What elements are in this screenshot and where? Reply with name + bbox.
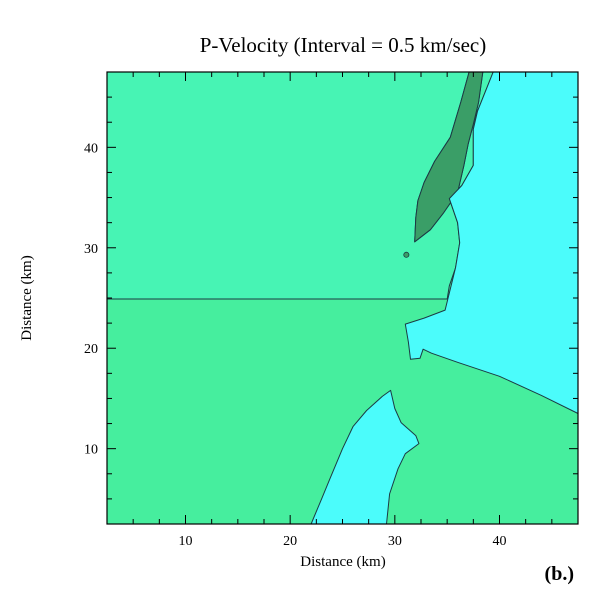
low-velocity-zone xyxy=(414,71,484,243)
velocity-specks xyxy=(403,251,410,258)
x-axis-label: Distance (km) xyxy=(300,554,385,570)
panel-label: (b.) xyxy=(545,563,574,585)
chart-title: P-Velocity (Interval = 0.5 km/sec) xyxy=(200,33,487,57)
speck-0 xyxy=(403,251,410,258)
axis-ticks xyxy=(107,72,578,524)
y-tick-label: 20 xyxy=(84,342,98,357)
x-tick-label: 40 xyxy=(493,534,507,549)
x-tick-label: 20 xyxy=(283,534,297,549)
x-tick-label: 30 xyxy=(388,534,402,549)
y-tick-labels: 10 20 30 40 xyxy=(84,141,98,457)
y-axis-label: Distance (km) xyxy=(19,255,35,340)
x-tick-label: 10 xyxy=(179,534,193,549)
south-high-velocity-zone xyxy=(310,389,420,525)
x-tick-labels: 10 20 30 40 xyxy=(179,534,507,549)
east-high-velocity-zone xyxy=(404,71,579,414)
plot-area xyxy=(106,71,579,525)
y-tick-label: 40 xyxy=(84,141,98,156)
velocity-regions xyxy=(106,71,579,525)
y-tick-label: 10 xyxy=(84,443,98,458)
y-tick-label: 30 xyxy=(84,242,98,257)
